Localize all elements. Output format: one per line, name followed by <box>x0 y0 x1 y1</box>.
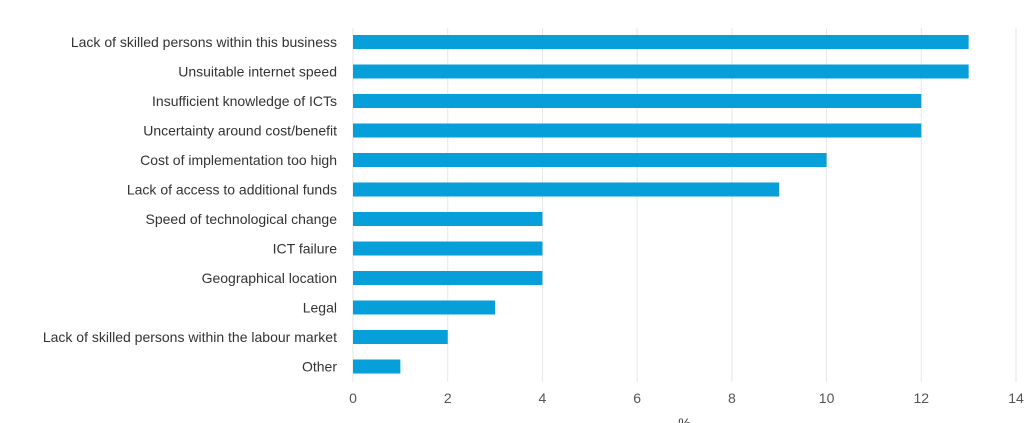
category-label: Other <box>302 359 337 375</box>
bar <box>353 64 969 79</box>
gridlines <box>352 28 1017 382</box>
x-tick-label: 4 <box>539 390 547 406</box>
bar <box>353 271 543 285</box>
x-tick-label: 6 <box>633 390 641 406</box>
category-label: Geographical location <box>202 270 337 286</box>
x-tick-label: 2 <box>444 390 452 406</box>
category-label: Unsuitable internet speed <box>178 64 337 80</box>
bars <box>353 35 969 374</box>
category-label: Lack of access to additional funds <box>127 182 337 198</box>
category-label: Insufficient knowledge of ICTs <box>152 93 337 109</box>
bar <box>353 94 922 108</box>
bar <box>353 212 543 226</box>
x-tick-label: 10 <box>819 390 835 406</box>
bar <box>353 300 496 315</box>
x-tick-label: 8 <box>728 390 736 406</box>
bar <box>353 359 401 374</box>
bar <box>353 182 780 197</box>
category-label: Legal <box>303 300 337 316</box>
category-label: ICT failure <box>273 241 338 257</box>
category-label: Speed of technological change <box>146 211 338 227</box>
bar <box>353 330 448 344</box>
x-tick-label: 14 <box>1008 390 1024 406</box>
bar <box>353 123 922 138</box>
bar <box>353 35 969 49</box>
category-label: Cost of implementation too high <box>140 152 337 168</box>
category-label: Uncertainty around cost/benefit <box>143 123 337 139</box>
bar <box>353 241 543 256</box>
x-axis-title: % <box>678 415 690 423</box>
x-tick-label: 0 <box>349 390 357 406</box>
category-labels: Lack of skilled persons within this busi… <box>43 34 337 375</box>
category-label: Lack of skilled persons within the labou… <box>43 329 337 345</box>
bar <box>353 153 827 167</box>
x-tick-label: 12 <box>913 390 929 406</box>
x-axis-ticks: 0 2 4 6 8 10 12 14 <box>349 390 1024 406</box>
category-label: Lack of skilled persons within this busi… <box>71 34 337 50</box>
